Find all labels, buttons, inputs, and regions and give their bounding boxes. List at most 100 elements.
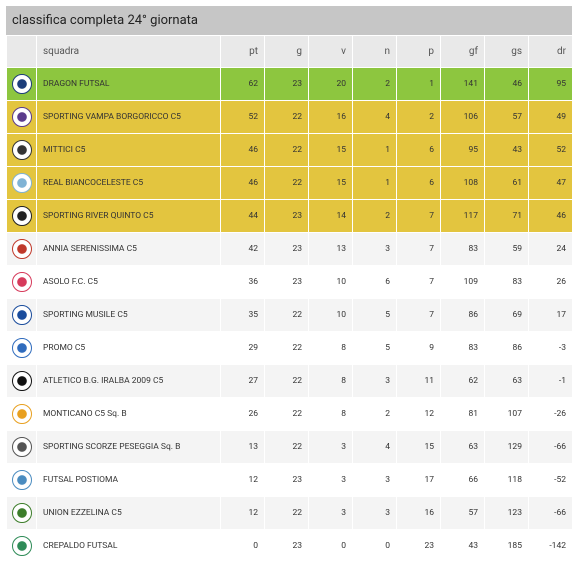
stat-cell: 81 (440, 398, 484, 430)
team-name: SPORTING VAMPA BORGORICCO C5 (36, 101, 220, 133)
stat-cell: 26 (220, 398, 264, 430)
stat-cell: 26 (528, 266, 572, 298)
stat-cell: 0 (352, 530, 396, 562)
stat-cell: -66 (528, 497, 572, 529)
stat-cell: 22 (264, 332, 308, 364)
standings-table: squadra pt g v n p gf gs dr DRAGON FUTSAL 62 23 20 2… (6, 35, 572, 563)
stat-cell: 129 (484, 431, 528, 463)
stat-cell: 83 (484, 266, 528, 298)
stat-cell: 1 (352, 134, 396, 166)
logo-cell (6, 431, 36, 463)
team-name: SPORTING RIVER QUINTO C5 (36, 200, 220, 232)
stat-cell: 42 (220, 233, 264, 265)
team-name: SPORTING MUSILE C5 (36, 299, 220, 331)
team-row: ASOLO F.C. C5 36 23 10 6 7 109 83 26 (6, 266, 572, 298)
team-logo (11, 206, 32, 226)
stat-cell: 7 (396, 266, 440, 298)
stat-cell: 23 (264, 530, 308, 562)
team-row: SPORTING SCORZE PESEGGIA Sq. B 13 22 3 4 15 63… (6, 431, 572, 463)
stat-cell: 2 (396, 101, 440, 133)
team-logo (11, 272, 32, 292)
team-name: PROMO C5 (36, 332, 220, 364)
stat-cell: 46 (220, 134, 264, 166)
column-header: pt (220, 36, 264, 67)
column-header: dr (528, 36, 572, 67)
stat-cell: 117 (440, 200, 484, 232)
stat-cell: 69 (484, 299, 528, 331)
stat-cell: 86 (484, 332, 528, 364)
team-name: ATLETICO B.G. IRALBA 2009 C5 (36, 365, 220, 397)
stat-cell: 12 (220, 464, 264, 496)
team-name: ANNIA SERENISSIMA C5 (36, 233, 220, 265)
logo-cell (6, 68, 36, 100)
logo-cell (6, 266, 36, 298)
team-logo (11, 107, 32, 127)
stat-cell: 109 (440, 266, 484, 298)
team-logo (11, 437, 32, 457)
column-header: n (352, 36, 396, 67)
stat-cell: 47 (528, 167, 572, 199)
stat-cell: 46 (484, 68, 528, 100)
stat-cell: 61 (484, 167, 528, 199)
team-name: ASOLO F.C. C5 (36, 266, 220, 298)
stat-cell: 141 (440, 68, 484, 100)
stat-cell: 7 (396, 233, 440, 265)
stat-cell: 22 (264, 299, 308, 331)
stat-cell: 17 (528, 299, 572, 331)
stat-cell: -52 (528, 464, 572, 496)
stat-cell: 16 (308, 101, 352, 133)
stat-cell: -1 (528, 365, 572, 397)
stat-cell: 14 (308, 200, 352, 232)
stat-cell: 8 (308, 398, 352, 430)
stat-cell: 108 (440, 167, 484, 199)
column-header: v (308, 36, 352, 67)
stat-cell: 23 (396, 530, 440, 562)
team-name: FUTSAL POSTIOMA (36, 464, 220, 496)
stat-cell: 95 (440, 134, 484, 166)
stat-cell: 22 (264, 365, 308, 397)
stat-cell: 15 (396, 431, 440, 463)
stat-cell: 83 (440, 233, 484, 265)
stat-cell: 95 (528, 68, 572, 100)
stat-cell: 4 (352, 101, 396, 133)
team-row: REAL BIANCOCELESTE C5 46 22 15 1 6 108 61 47 (6, 167, 572, 199)
stat-cell: 62 (440, 365, 484, 397)
stat-cell: 63 (440, 431, 484, 463)
stat-cell: 5 (352, 332, 396, 364)
stat-cell: 44 (220, 200, 264, 232)
stat-cell: 3 (352, 233, 396, 265)
stat-cell: 3 (308, 431, 352, 463)
stat-cell: 6 (396, 167, 440, 199)
team-row: SPORTING VAMPA BORGORICCO C5 52 22 16 4 2 106 5… (6, 101, 572, 133)
column-header: squadra (36, 36, 220, 67)
stat-cell: 46 (528, 200, 572, 232)
logo-cell (6, 200, 36, 232)
stat-cell: 57 (484, 101, 528, 133)
stat-cell: 3 (308, 497, 352, 529)
team-logo (11, 305, 32, 325)
team-row: MITTICI C5 46 22 15 1 6 95 43 52 (6, 134, 572, 166)
stat-cell: 12 (396, 398, 440, 430)
stat-cell: 23 (264, 233, 308, 265)
stat-cell: 27 (220, 365, 264, 397)
stat-cell: 13 (308, 233, 352, 265)
stat-cell: 17 (396, 464, 440, 496)
logo-header (6, 36, 36, 67)
stat-cell: 71 (484, 200, 528, 232)
stat-cell: 12 (220, 497, 264, 529)
team-logo (11, 140, 32, 160)
team-name: MONTICANO C5 Sq. B (36, 398, 220, 430)
stat-cell: 118 (484, 464, 528, 496)
stat-cell: 15 (308, 167, 352, 199)
stat-cell: 185 (484, 530, 528, 562)
team-name: CREPALDO FUTSAL (36, 530, 220, 562)
stat-cell: 123 (484, 497, 528, 529)
stat-cell: 57 (440, 497, 484, 529)
column-header: g (264, 36, 308, 67)
stat-cell: 23 (264, 464, 308, 496)
stat-cell: 10 (308, 299, 352, 331)
team-row: FUTSAL POSTIOMA 12 23 3 3 17 66 118 -52 (6, 464, 572, 496)
stat-cell: 6 (396, 134, 440, 166)
column-header: p (396, 36, 440, 67)
team-row: ANNIA SERENISSIMA C5 42 23 13 3 7 83 59 24 (6, 233, 572, 265)
